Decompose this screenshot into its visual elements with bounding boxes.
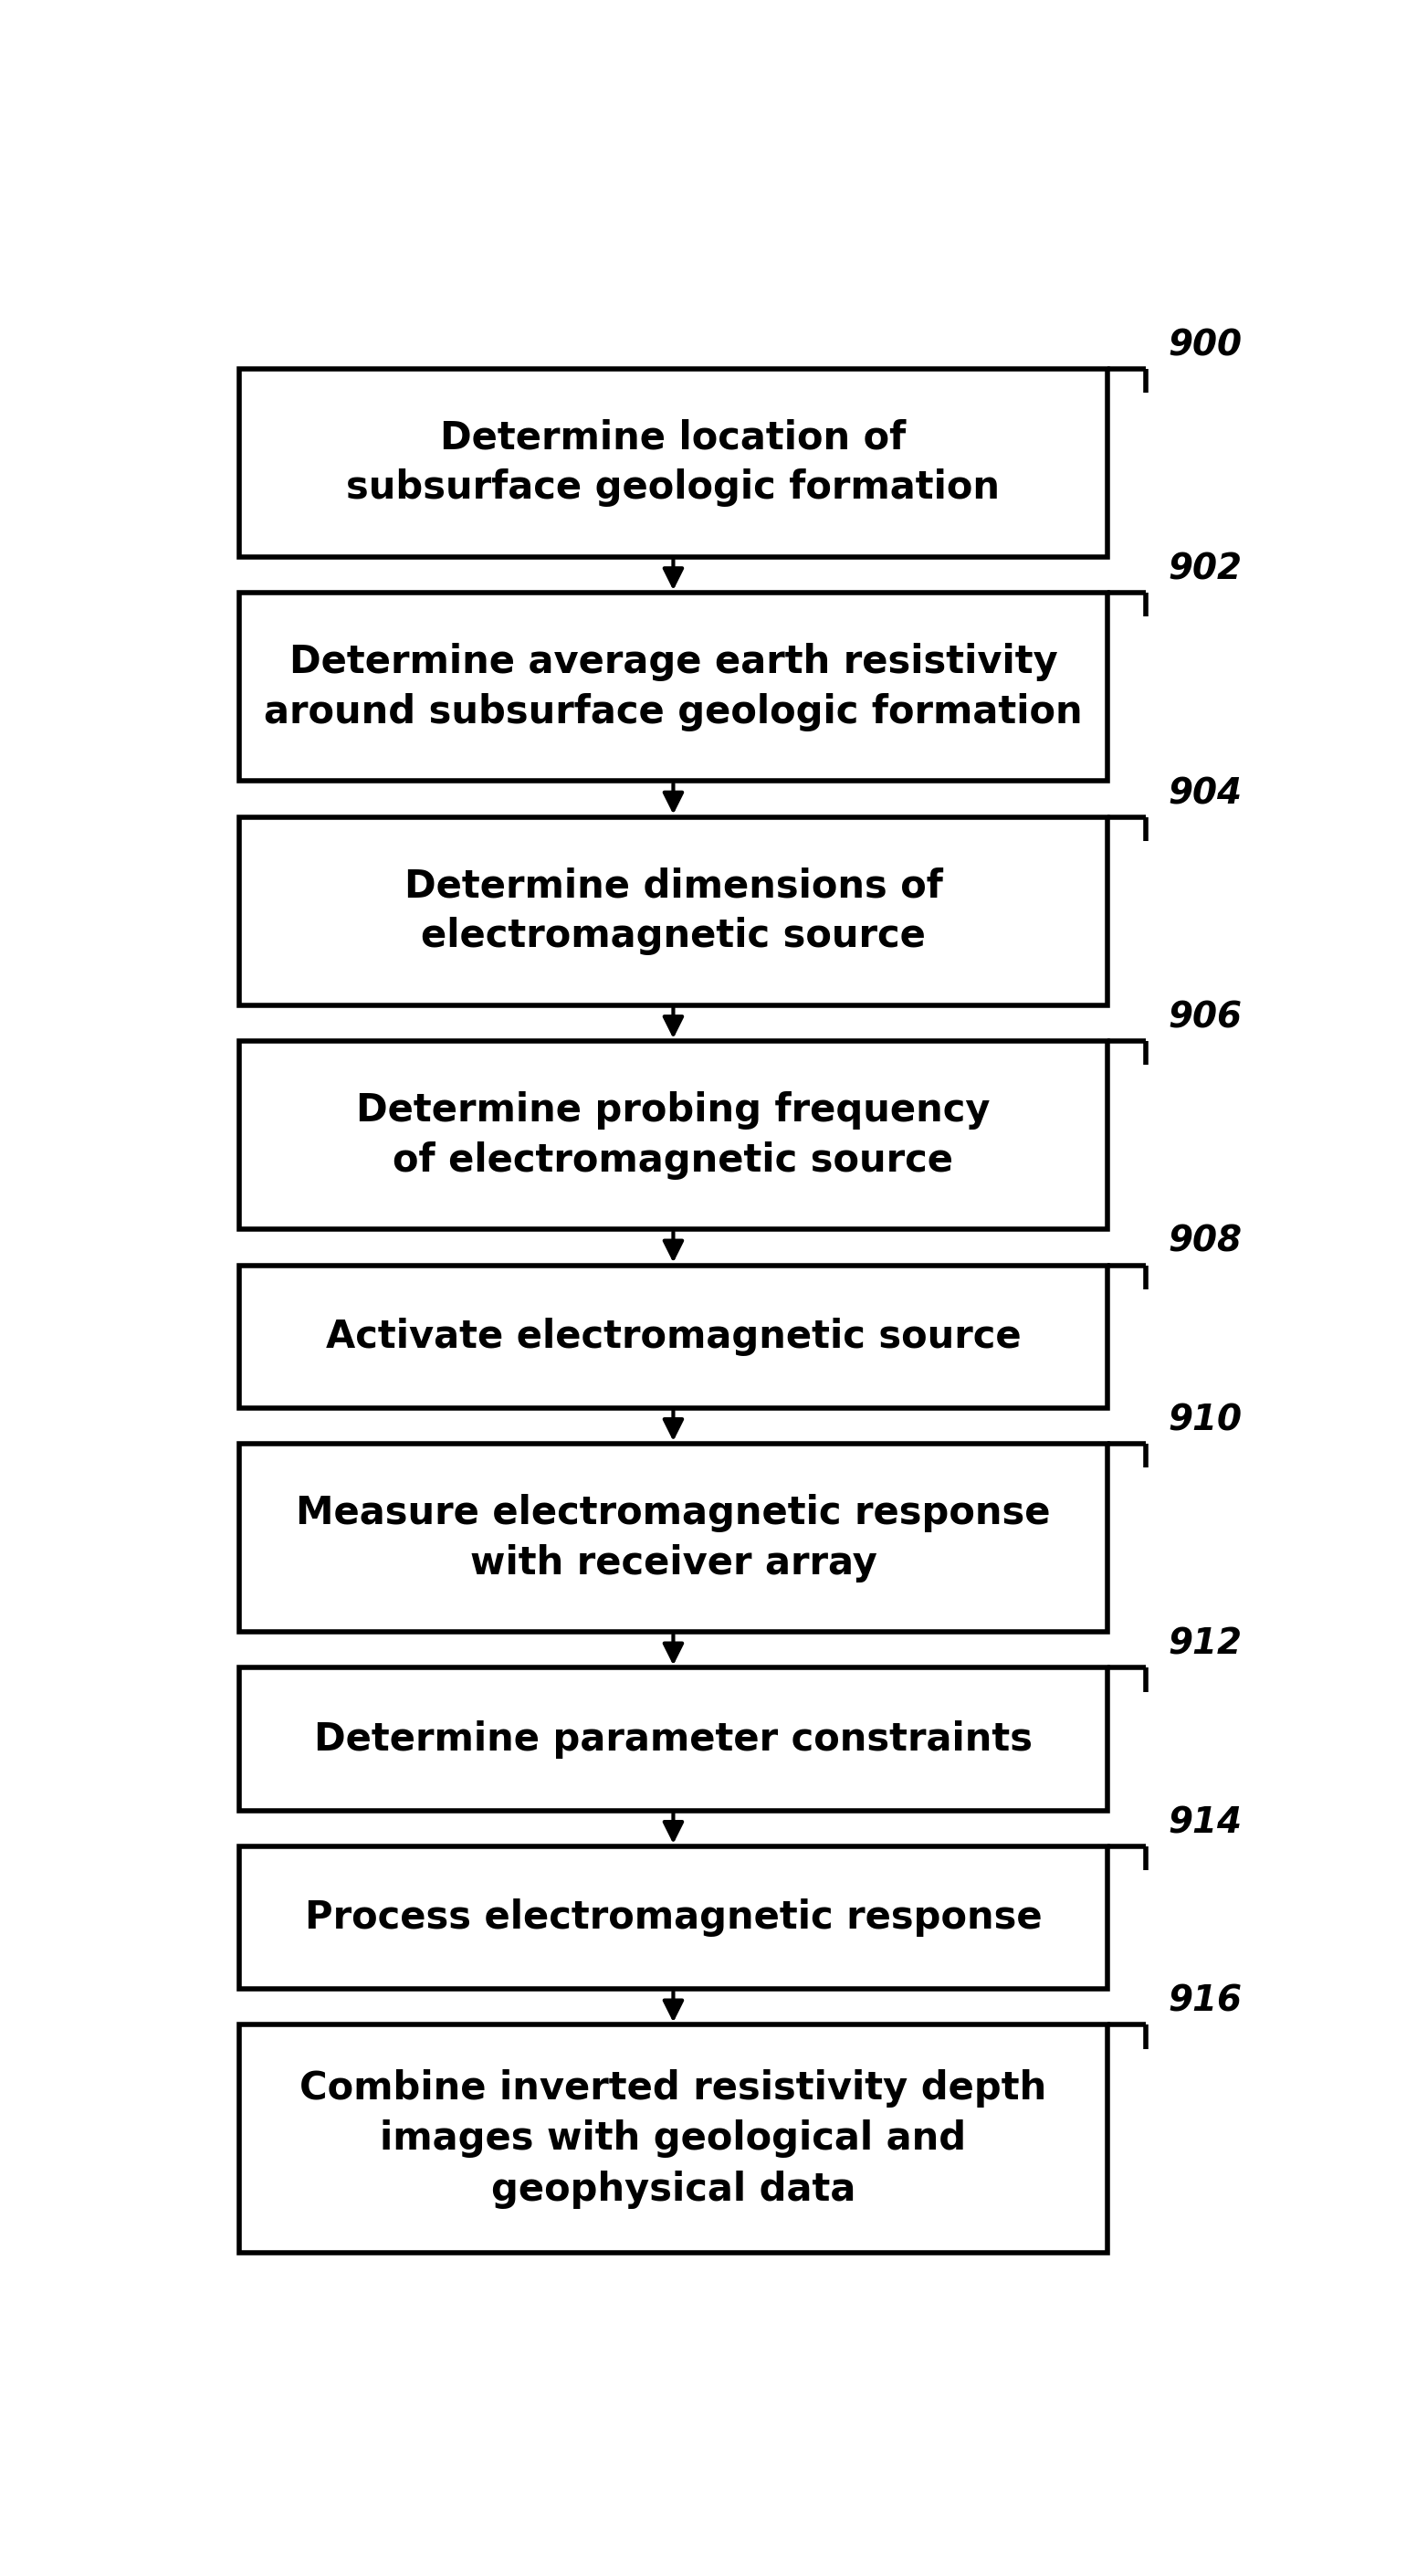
Text: Determine probing frequency
of electromagnetic source: Determine probing frequency of electroma… <box>357 1090 990 1180</box>
Text: 906: 906 <box>1169 999 1241 1036</box>
Text: Process electromagnetic response: Process electromagnetic response <box>304 1899 1042 1937</box>
FancyBboxPatch shape <box>240 368 1107 556</box>
Text: 902: 902 <box>1169 551 1241 587</box>
FancyBboxPatch shape <box>240 1041 1107 1229</box>
Text: 908: 908 <box>1169 1224 1241 1260</box>
Text: 900: 900 <box>1169 327 1241 363</box>
Text: 914: 914 <box>1169 1806 1241 1839</box>
FancyBboxPatch shape <box>240 1847 1107 1989</box>
Text: 912: 912 <box>1169 1628 1241 1662</box>
FancyBboxPatch shape <box>240 1667 1107 1811</box>
Text: Activate electromagnetic source: Activate electromagnetic source <box>325 1316 1020 1355</box>
Text: Determine parameter constraints: Determine parameter constraints <box>314 1721 1033 1759</box>
FancyBboxPatch shape <box>240 817 1107 1005</box>
Text: Determine location of
subsurface geologic formation: Determine location of subsurface geologi… <box>347 417 1000 507</box>
FancyBboxPatch shape <box>240 1265 1107 1409</box>
Text: 904: 904 <box>1169 775 1241 811</box>
Text: 916: 916 <box>1169 1984 1241 2020</box>
Text: Determine average earth resistivity
around subsurface geologic formation: Determine average earth resistivity arou… <box>264 641 1083 732</box>
Text: 910: 910 <box>1169 1404 1241 1437</box>
Text: Measure electromagnetic response
with receiver array: Measure electromagnetic response with re… <box>295 1494 1050 1582</box>
Text: Determine dimensions of
electromagnetic source: Determine dimensions of electromagnetic … <box>404 866 943 956</box>
Text: Combine inverted resistivity depth
images with geological and
geophysical data: Combine inverted resistivity depth image… <box>300 2069 1047 2208</box>
FancyBboxPatch shape <box>240 2025 1107 2254</box>
FancyBboxPatch shape <box>240 592 1107 781</box>
FancyBboxPatch shape <box>240 1443 1107 1633</box>
